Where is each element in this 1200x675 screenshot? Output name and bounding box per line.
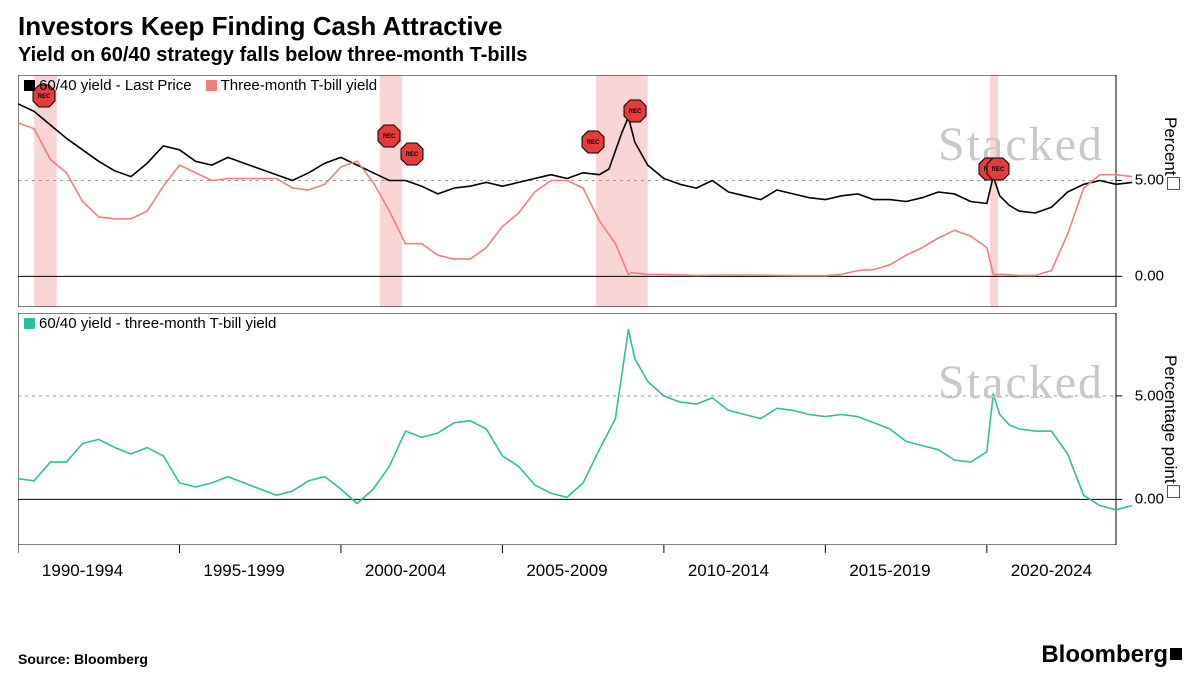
series-line <box>18 329 1132 509</box>
legend-swatch-icon <box>206 80 217 91</box>
chart-subtitle: Yield on 60/40 strategy falls below thre… <box>18 44 1182 67</box>
recession-band <box>34 75 57 307</box>
panel1-panel: Stacked0.005.00Percent60/40 yield - Last… <box>18 75 1182 307</box>
recession-band <box>380 75 403 307</box>
y-axis-label: Percent <box>1160 117 1180 279</box>
brand-logo: Bloomberg <box>1041 641 1182 669</box>
legend-swatch-icon <box>24 80 35 91</box>
panel2-legend: 60/40 yield - three-month T-bill yield <box>24 315 276 332</box>
recession-band <box>990 75 998 307</box>
chart-container: Investors Keep Finding Cash Attractive Y… <box>0 0 1200 675</box>
x-tick-label: 1995-1999 <box>203 561 284 581</box>
plot-border <box>18 75 1116 307</box>
svg-text:REC: REC <box>37 94 50 100</box>
recession-marker-icon: REC <box>400 142 424 166</box>
svg-text:REC: REC <box>406 152 419 158</box>
recession-marker-icon: REC <box>986 157 1010 181</box>
legend-item[interactable]: Three-month T-bill yield <box>206 77 377 94</box>
plot-border <box>18 313 1116 545</box>
svg-text:REC: REC <box>992 167 1005 173</box>
panel2-panel: Stacked0.005.00Percentage point60/40 yie… <box>18 313 1182 545</box>
panel1-svg <box>18 75 1182 307</box>
x-tick-label: 2000-2004 <box>365 561 446 581</box>
x-axis-ticks-svg <box>18 545 1116 557</box>
x-tick-label: 2020-2024 <box>1011 561 1092 581</box>
y-axis-label-text: Percent <box>1161 117 1180 176</box>
x-tick-label: 1990-1994 <box>42 561 123 581</box>
axis-toggle-checkbox[interactable] <box>1167 485 1180 498</box>
legend-label: 60/40 yield - Last Price <box>39 77 192 94</box>
legend-label: 60/40 yield - three-month T-bill yield <box>39 315 276 332</box>
x-tick-label: 2015-2019 <box>849 561 930 581</box>
y-axis-label: Percentage point <box>1160 355 1180 517</box>
chart-title: Investors Keep Finding Cash Attractive <box>18 12 1182 42</box>
svg-text:REC: REC <box>628 109 641 115</box>
legend-item[interactable]: 60/40 yield - three-month T-bill yield <box>24 315 276 332</box>
panels-wrap: Stacked0.005.00Percent60/40 yield - Last… <box>18 75 1182 589</box>
legend-swatch-icon <box>24 318 35 329</box>
panel1-legend: 60/40 yield - Last Price Three-month T-bi… <box>24 77 377 94</box>
recession-marker-icon: REC <box>377 124 401 148</box>
x-tick-label: 2010-2014 <box>688 561 769 581</box>
x-tick-label: 2005-2009 <box>526 561 607 581</box>
series-line <box>18 104 1132 213</box>
recession-marker-icon: REC <box>581 130 605 154</box>
svg-text:REC: REC <box>383 134 396 140</box>
y-axis-label-text: Percentage point <box>1161 355 1180 484</box>
svg-text:REC: REC <box>586 140 599 146</box>
brand-text: Bloomberg <box>1041 641 1168 669</box>
source-footer: Source: Bloomberg <box>18 651 148 667</box>
legend-item[interactable]: 60/40 yield - Last Price <box>24 77 192 94</box>
axis-toggle-checkbox[interactable] <box>1167 177 1180 190</box>
x-axis: 1990-1994 1995-1999 2000-2004 2005-2009 2010… <box>18 551 1116 587</box>
legend-label: Three-month T-bill yield <box>221 77 377 94</box>
recession-marker-icon: REC <box>623 99 647 123</box>
panel2-svg <box>18 313 1182 545</box>
brand-square-icon <box>1170 648 1182 660</box>
